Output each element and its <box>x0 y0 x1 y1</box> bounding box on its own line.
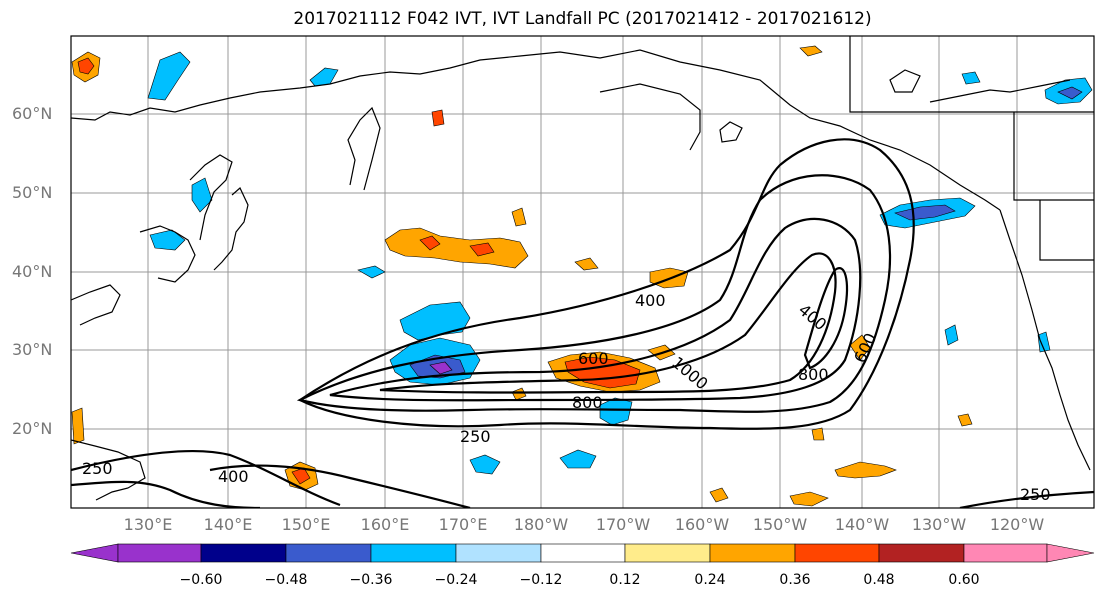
colorbar-tick-label: 0.24 <box>694 572 726 588</box>
lon-label: 130°E <box>123 515 173 534</box>
colorbar-tick-label: −0.24 <box>434 572 478 588</box>
map-title: 2017021112 F042 IVT, IVT Landfall PC (20… <box>293 9 872 29</box>
colorbar-segment <box>1046 543 1095 563</box>
colorbar-segment <box>709 543 796 563</box>
colorbar-segment <box>794 543 880 563</box>
ivt-contours <box>71 138 1094 508</box>
colorbar-segment <box>878 543 965 563</box>
lat-label: 40°N <box>12 262 53 281</box>
colorbar-segment <box>624 543 711 563</box>
lat-label: 20°N <box>12 419 53 438</box>
lon-label: 160°W <box>674 515 730 534</box>
contour-label: 800 <box>572 393 603 412</box>
colorbar-segment <box>540 543 626 563</box>
lon-label: 140°W <box>834 515 890 534</box>
contour-label: 250 <box>460 427 491 446</box>
colorbar-tick-label: 0.12 <box>609 572 641 588</box>
lon-label: 170°W <box>595 515 651 534</box>
lon-label: 140°E <box>203 515 253 534</box>
colorbar-tick-label: 0.36 <box>779 572 811 588</box>
colorbar-segment <box>70 543 119 563</box>
contour-label: 400 <box>635 291 666 310</box>
contour-label: 600 <box>578 349 609 368</box>
colorbar-segment <box>370 543 457 563</box>
contour-label: 400 <box>218 467 249 486</box>
contour-label: 250 <box>1020 485 1051 504</box>
colorbar <box>70 543 1095 563</box>
lat-label: 30°N <box>12 340 53 359</box>
lon-label: 170°E <box>438 515 488 534</box>
colorbar-tick-label: 0.48 <box>863 572 895 588</box>
coastlines <box>71 36 1094 501</box>
lat-label: 50°N <box>12 183 53 202</box>
contour-label: 250 <box>82 459 113 478</box>
colorbar-tick-label: −0.36 <box>349 572 393 588</box>
gridlines <box>71 36 1094 508</box>
colorbar-segment <box>117 543 202 563</box>
lon-label: 130°W <box>911 515 967 534</box>
contour-label: 800 <box>798 365 829 384</box>
colorbar-tick-label: −0.60 <box>179 572 223 588</box>
colorbar-tick-label: −0.48 <box>264 572 308 588</box>
map-border <box>70 35 1095 509</box>
lon-label: 120°W <box>989 515 1045 534</box>
lon-label: 180°W <box>513 515 569 534</box>
lon-label: 150°W <box>752 515 808 534</box>
colorbar-tick-label: −0.12 <box>519 572 563 588</box>
colorbar-segment <box>455 543 542 563</box>
lon-label: 160°E <box>360 515 410 534</box>
lon-label: 150°E <box>281 515 331 534</box>
colorbar-segment <box>200 543 287 563</box>
colorbar-tick-label: 0.60 <box>948 572 980 588</box>
lat-label: 60°N <box>12 104 53 123</box>
colorbar-segment <box>285 543 372 563</box>
colorbar-segment <box>963 543 1048 563</box>
